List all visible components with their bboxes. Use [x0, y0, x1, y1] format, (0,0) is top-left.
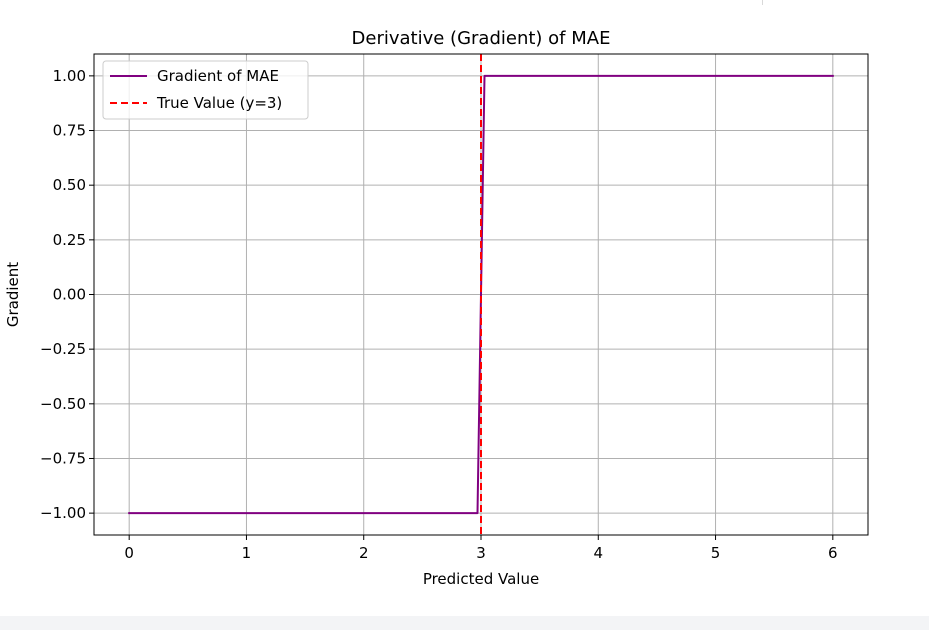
gradient-of-mae-line [128, 74, 834, 515]
y-tick-label: 0.25 [53, 231, 86, 249]
top-edge-mark [762, 0, 763, 5]
y-tick-label: 0.50 [53, 176, 86, 194]
legend-label-gradient: Gradient of MAE [157, 67, 279, 85]
chart-title: Derivative (Gradient) of MAE [352, 28, 611, 49]
y-tick-label: 0.00 [53, 286, 86, 304]
x-tick-label: 0 [124, 544, 134, 562]
legend-box [102, 60, 309, 120]
x-tick-label: 3 [476, 544, 486, 562]
y-tick-label: 0.75 [53, 122, 86, 140]
legend: Gradient of MAE True Value (y=3) [102, 60, 309, 120]
plot-series [128, 54, 834, 535]
y-tick-label: −1.00 [40, 504, 86, 522]
bottom-band [0, 616, 929, 630]
y-axis-label: Gradient [4, 262, 22, 327]
x-tick-label: 2 [359, 544, 369, 562]
mae-gradient-chart: Derivative (Gradient) of MAE 0 1 2 3 4 5 6 1.0… [4, 28, 869, 588]
x-tick-label: 5 [711, 544, 721, 562]
x-tick-label: 4 [593, 544, 603, 562]
x-tick-label: 6 [828, 544, 838, 562]
y-tick-label: −0.25 [40, 340, 86, 358]
y-tick-label: −0.75 [40, 449, 86, 467]
legend-label-true-value: True Value (y=3) [156, 94, 282, 112]
y-axis-ticks: 1.00 0.75 0.50 0.25 0.00 −0.25 −0.50 −0.75 −1.00 [40, 67, 94, 522]
y-tick-label: −0.50 [40, 395, 86, 413]
x-tick-label: 1 [242, 544, 252, 562]
x-axis-label: Predicted Value [423, 570, 539, 588]
y-tick-label: 1.00 [53, 67, 86, 85]
x-axis-ticks: 0 1 2 3 4 5 6 [124, 535, 838, 562]
